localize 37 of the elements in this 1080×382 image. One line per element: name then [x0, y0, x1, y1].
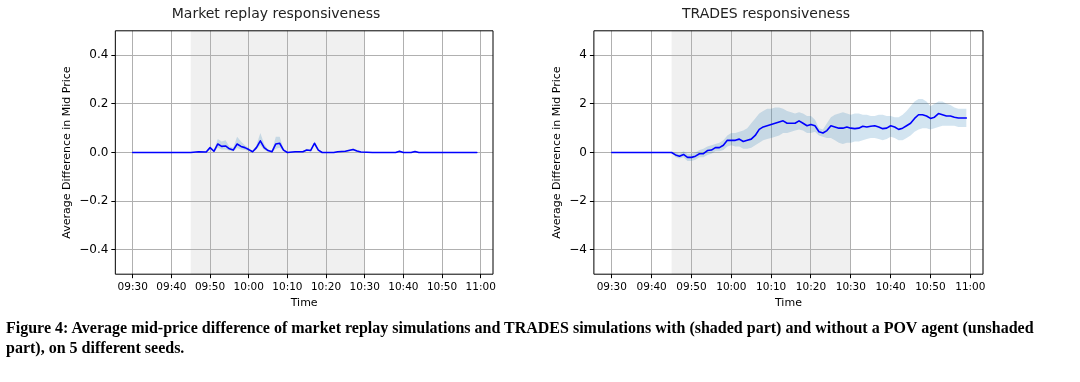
x-tick-label: 09:40: [156, 280, 187, 293]
x-tick-label: 09:40: [636, 280, 667, 293]
x-tick-label: 11:00: [465, 280, 496, 293]
y-tick-label: −4: [569, 241, 587, 256]
caption: Figure 4: Average mid-price difference of market replay simulations and TRADES simulations with (shaded part) and without a POV agent (unshaded part), on 5 different seeds.: [6, 318, 1035, 358]
x-tick-label: 10:50: [426, 280, 458, 293]
y-tick-label: 0.2: [89, 95, 109, 110]
x-axis-title: Time: [289, 296, 318, 310]
y-tick-label: 0.0: [89, 144, 109, 159]
chart-title: TRADES responsiveness: [680, 5, 851, 22]
x-tick-label: 10:30: [835, 280, 866, 293]
y-axis-title: Average Difference in Mid Price: [550, 66, 564, 239]
x-tick-label: 10:30: [349, 280, 380, 293]
y-tick-label: −0.2: [79, 193, 109, 208]
x-tick-label: 10:20: [795, 280, 827, 293]
x-tick-label: 10:00: [233, 280, 264, 293]
y-tick-label: −2: [569, 193, 587, 208]
x-tick-label: 09:50: [676, 280, 707, 293]
y-tick-label: 0.4: [89, 47, 109, 62]
x-tick-label: 10:40: [875, 280, 906, 293]
y-tick-label: 4: [579, 47, 587, 62]
x-tick-label: 10:50: [915, 280, 946, 293]
x-tick-label: 10:10: [756, 280, 787, 293]
y-tick-label: 2: [579, 95, 587, 110]
x-tick-label: 10:00: [716, 280, 747, 293]
x-tick-label: 10:10: [272, 280, 303, 293]
x-tick-label: 11:00: [955, 280, 986, 293]
x-tick-label: 10:40: [388, 280, 419, 293]
chart-title: Market replay responsiveness: [171, 5, 381, 22]
x-axis-title: Time: [773, 296, 803, 310]
x-tick-label: 09:30: [117, 280, 148, 293]
y-tick-label: −0.4: [79, 241, 109, 256]
y-axis-title: Average Difference in Mid Price: [60, 66, 74, 239]
x-tick-label: 09:50: [194, 280, 226, 293]
y-tick-label: 0: [579, 144, 587, 159]
x-tick-label: 09:30: [596, 280, 627, 293]
x-tick-label: 10:20: [310, 280, 342, 293]
